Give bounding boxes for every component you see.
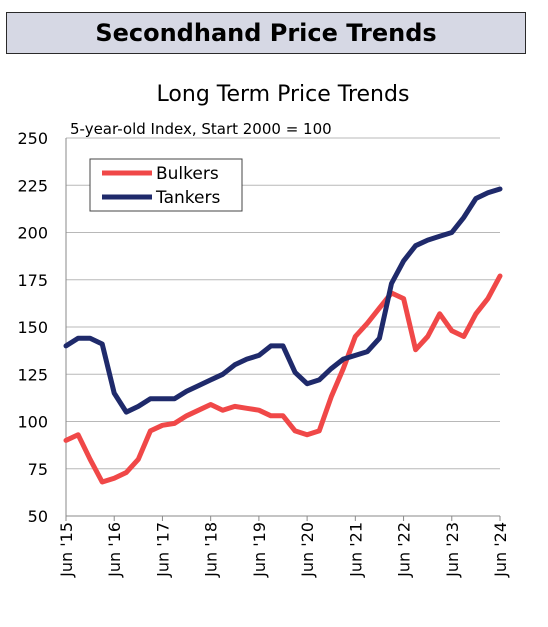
y-tick-label: 50 bbox=[28, 507, 48, 526]
x-tick-label: Jun '20 bbox=[298, 522, 317, 578]
y-tick-label: 100 bbox=[17, 413, 48, 432]
x-tick-label: Jun '16 bbox=[105, 522, 124, 578]
x-tick-label: Jun '24 bbox=[491, 522, 510, 578]
legend-box bbox=[89, 158, 243, 212]
chart-subtitle: 5-year-old Index, Start 2000 = 100 bbox=[70, 120, 332, 138]
legend-label: Tankers bbox=[155, 188, 220, 208]
page-title: Secondhand Price Trends bbox=[95, 19, 437, 47]
y-tick-label: 200 bbox=[17, 224, 48, 243]
series-lines bbox=[63, 186, 503, 485]
y-tick-label: 150 bbox=[17, 318, 48, 337]
y-tick-label: 125 bbox=[17, 365, 48, 384]
y-axis-tick-labels: 50 75 100 125 150 175 200 225 250 bbox=[17, 129, 48, 526]
page-header: Secondhand Price Trends bbox=[6, 12, 526, 54]
x-tick-label: Jun '18 bbox=[202, 522, 221, 578]
series-line-tankers bbox=[63, 186, 503, 415]
x-tick-label: Jun '17 bbox=[153, 522, 172, 578]
legend-label: Bulkers bbox=[156, 164, 219, 184]
y-tick-label: 175 bbox=[17, 271, 48, 290]
x-tick-label: Jun '22 bbox=[395, 522, 414, 578]
y-tick-label: 250 bbox=[17, 129, 48, 148]
y-tick-label: 75 bbox=[28, 460, 48, 479]
x-tick-label: Jun '15 bbox=[57, 522, 76, 578]
x-tick-label: Jun '19 bbox=[250, 522, 269, 578]
gridlines bbox=[65, 137, 500, 517]
legend: Bulkers Tankers bbox=[89, 158, 243, 212]
series-line-bulkers bbox=[63, 273, 503, 485]
x-tick-label: Jun '21 bbox=[346, 522, 365, 578]
x-tick-label: Jun '23 bbox=[443, 522, 462, 578]
chart-title: Long Term Price Trends bbox=[157, 82, 410, 107]
x-axis-tick-labels: Jun '15 Jun '16 Jun '17 Jun '18 Jun '19 Jun '… bbox=[57, 516, 510, 578]
y-tick-label: 225 bbox=[17, 176, 48, 195]
